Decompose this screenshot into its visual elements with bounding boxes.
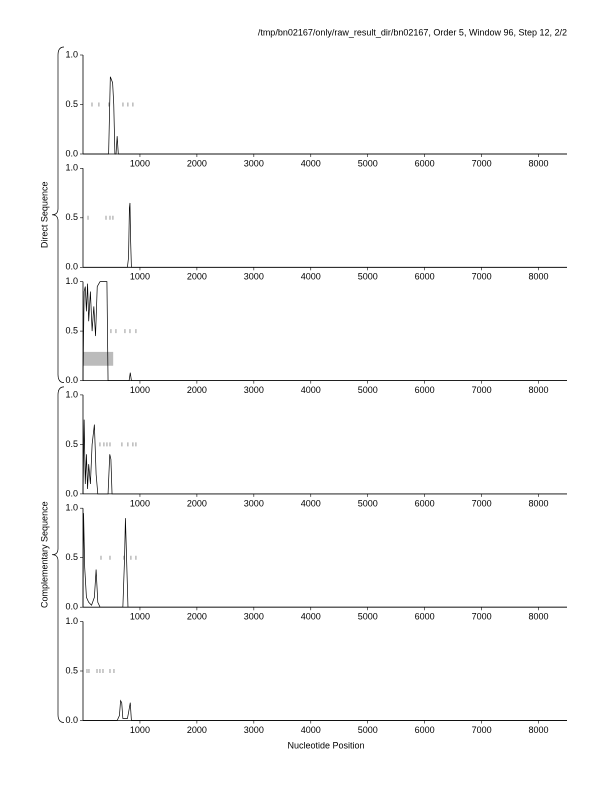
y-tick-label: 0.5 [65, 552, 78, 562]
x-tick-label: 7000 [472, 498, 492, 508]
x-tick-label: 3000 [244, 498, 264, 508]
x-tick-label: 2000 [187, 385, 207, 395]
score-line [83, 76, 567, 155]
group-brace [51, 46, 65, 383]
x-tick-label: 8000 [529, 498, 549, 508]
x-tick-label: 7000 [472, 385, 492, 395]
x-tick-label: 1000 [130, 272, 150, 282]
y-tick-label: 1.0 [65, 616, 78, 626]
x-tick-label: 1000 [130, 158, 150, 168]
group-label: Direct Sequence [39, 182, 49, 249]
x-tick-label: 7000 [472, 158, 492, 168]
group-brace [51, 386, 65, 723]
x-tick-label: 8000 [529, 612, 549, 622]
x-tick-label: 2000 [187, 725, 207, 735]
x-tick-label: 3000 [244, 158, 264, 168]
x-tick-label: 1000 [130, 498, 150, 508]
x-tick-label: 7000 [472, 612, 492, 622]
score-line [82, 281, 567, 381]
x-tick-label: 2000 [187, 612, 207, 622]
x-tick-label: 5000 [358, 385, 378, 395]
score-line [82, 419, 567, 495]
x-tick-label: 6000 [415, 498, 435, 508]
x-tick-label: 2000 [187, 272, 207, 282]
x-tick-label: 4000 [301, 498, 321, 508]
x-tick-label: 5000 [358, 612, 378, 622]
x-tick-label: 7000 [472, 725, 492, 735]
y-tick-label: 1.0 [65, 276, 78, 286]
y-tick-label: 0.0 [65, 375, 78, 385]
x-tick-label: 5000 [358, 725, 378, 735]
y-tick-label: 0.0 [65, 715, 78, 725]
x-tick-label: 7000 [472, 272, 492, 282]
x-tick-label: 4000 [301, 612, 321, 622]
x-tick-label: 4000 [301, 272, 321, 282]
x-tick-label: 8000 [529, 725, 549, 735]
x-tick-label: 5000 [358, 272, 378, 282]
y-tick-label: 1.0 [65, 49, 78, 59]
x-tick-label: 8000 [529, 158, 549, 168]
score-line [83, 699, 567, 721]
group-label: Complementary Sequence [39, 501, 49, 608]
x-tick-label: 1000 [130, 385, 150, 395]
y-tick-label: 0.5 [65, 212, 78, 222]
x-tick-label: 8000 [529, 385, 549, 395]
x-tick-label: 3000 [244, 725, 264, 735]
x-tick-label: 1000 [130, 725, 150, 735]
y-tick-label: 0.0 [65, 148, 78, 158]
x-tick-label: 6000 [415, 272, 435, 282]
y-tick-label: 0.5 [65, 439, 78, 449]
x-tick-label: 2000 [187, 498, 207, 508]
x-tick-label: 6000 [415, 725, 435, 735]
x-tick-label: 6000 [415, 158, 435, 168]
y-tick-label: 0.0 [65, 262, 78, 272]
y-tick-label: 0.0 [65, 488, 78, 498]
y-tick-label: 0.5 [65, 665, 78, 675]
x-tick-label: 1000 [130, 612, 150, 622]
x-tick-label: 4000 [301, 158, 321, 168]
x-axis-label: Nucleotide Position [287, 740, 364, 750]
x-tick-label: 6000 [415, 385, 435, 395]
y-tick-label: 1.0 [65, 503, 78, 513]
x-tick-label: 4000 [301, 385, 321, 395]
y-tick-label: 1.0 [65, 163, 78, 173]
x-tick-label: 6000 [415, 612, 435, 622]
y-tick-label: 0.0 [65, 602, 78, 612]
region [83, 351, 114, 366]
x-tick-label: 5000 [358, 498, 378, 508]
x-tick-label: 5000 [358, 158, 378, 168]
score-line [83, 202, 567, 268]
x-tick-label: 4000 [301, 725, 321, 735]
x-tick-label: 2000 [187, 158, 207, 168]
title: /tmp/bn02167/only/raw_result_dir/bn02167… [258, 27, 567, 37]
x-tick-label: 8000 [529, 272, 549, 282]
y-tick-label: 1.0 [65, 389, 78, 399]
y-tick-label: 0.5 [65, 99, 78, 109]
x-tick-label: 3000 [244, 612, 264, 622]
x-tick-label: 3000 [244, 272, 264, 282]
score-line [82, 513, 567, 608]
y-tick-label: 0.5 [65, 325, 78, 335]
x-tick-label: 3000 [244, 385, 264, 395]
